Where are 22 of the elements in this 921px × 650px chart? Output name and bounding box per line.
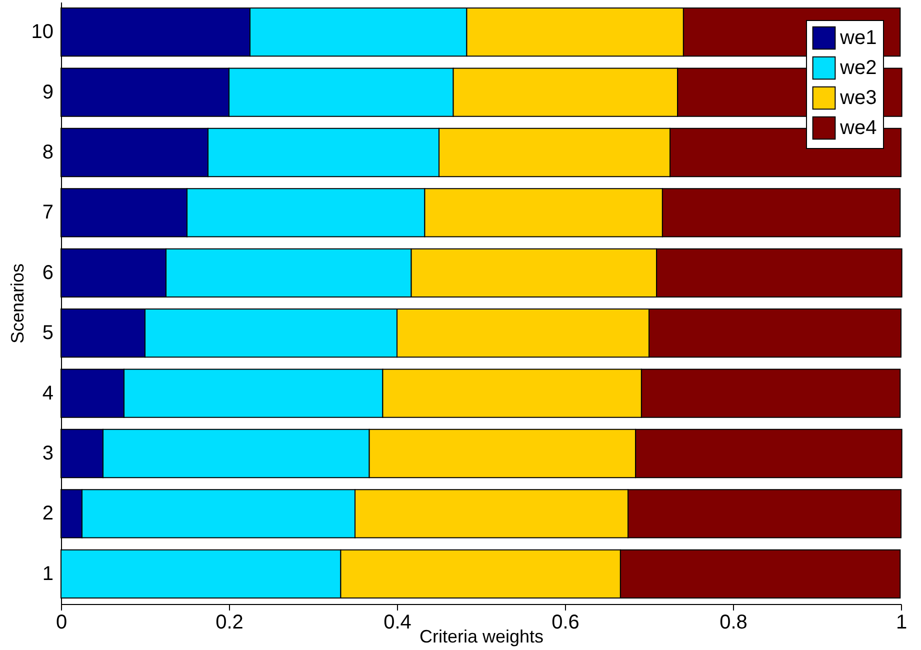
y-tick-label: 1 — [42, 562, 54, 585]
y-tick-label: 2 — [42, 502, 54, 525]
legend-label: we2 — [839, 57, 877, 79]
x-tick-label: 0 — [56, 612, 68, 634]
legend-label: we4 — [839, 117, 877, 139]
x-tick-label: 1 — [896, 612, 908, 634]
x-axis-title: Criteria weights — [419, 626, 544, 646]
x-tick-label: 0.6 — [552, 612, 580, 634]
y-tick-label: 9 — [42, 81, 54, 104]
y-tick-label: 6 — [42, 262, 54, 284]
y-axis-title: Scenarios — [7, 263, 28, 344]
legend-label: we3 — [839, 87, 877, 109]
x-tick-label: 0.4 — [384, 612, 412, 634]
y-tick-label: 3 — [42, 442, 54, 464]
y-tick-label: 10 — [31, 21, 54, 44]
x-tick-label: 0.8 — [720, 612, 748, 634]
legend-label: we1 — [839, 27, 877, 49]
y-tick-label: 8 — [42, 142, 54, 164]
y-tick-label: 5 — [42, 322, 54, 344]
x-tick-label: 0.2 — [216, 612, 244, 634]
y-tick-label: 7 — [42, 202, 54, 224]
y-tick-label: 4 — [42, 382, 54, 404]
